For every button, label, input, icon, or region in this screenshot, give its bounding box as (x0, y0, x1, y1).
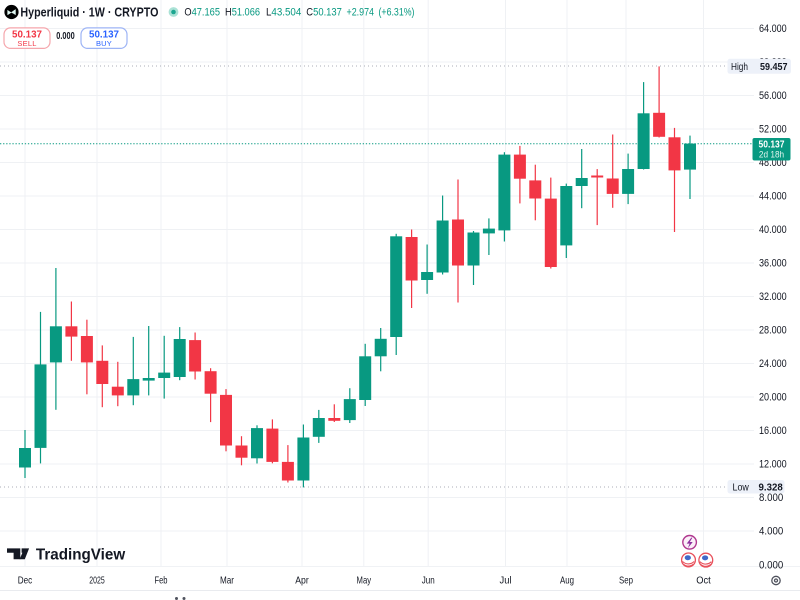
svg-text:59.457: 59.457 (760, 61, 788, 73)
svg-text:H51.066: H51.066 (225, 7, 260, 19)
svg-text:50.137: 50.137 (759, 139, 785, 151)
svg-text:52.000: 52.000 (759, 124, 787, 136)
svg-text:May: May (357, 574, 372, 586)
svg-text:Aug: Aug (560, 574, 574, 586)
svg-text:C50.137: C50.137 (306, 7, 342, 19)
svg-text:O47.165: O47.165 (184, 7, 220, 19)
svg-text:12.000: 12.000 (759, 459, 787, 471)
svg-text:Jul: Jul (500, 574, 512, 586)
svg-text:2d 18h: 2d 18h (759, 150, 784, 160)
svg-text:28.000: 28.000 (759, 325, 787, 337)
svg-text:20.000: 20.000 (759, 392, 787, 404)
svg-text:4.000: 4.000 (759, 526, 783, 538)
svg-text:L43.504: L43.504 (266, 7, 301, 19)
svg-text:2025: 2025 (89, 574, 105, 586)
svg-text:Jun: Jun (422, 574, 435, 586)
svg-text:24.000: 24.000 (759, 358, 787, 370)
svg-text:Sep: Sep (619, 574, 633, 586)
svg-text:44.000: 44.000 (759, 191, 787, 203)
svg-text:+2.974: +2.974 (347, 7, 375, 19)
svg-text:Hyperliquid · 1W · CRYPTO: Hyperliquid · 1W · CRYPTO (20, 4, 158, 19)
svg-text:8.000: 8.000 (759, 492, 783, 504)
svg-text:(+6.31%): (+6.31%) (379, 7, 415, 19)
svg-text:Low: Low (733, 483, 750, 494)
svg-text:Mar: Mar (220, 574, 234, 586)
svg-text:Oct: Oct (696, 574, 711, 586)
svg-text:Feb: Feb (155, 574, 168, 586)
svg-text:16.000: 16.000 (759, 425, 787, 437)
svg-text:TradingView: TradingView (36, 546, 126, 563)
svg-text:9.328: 9.328 (759, 482, 783, 494)
svg-text:Dec: Dec (18, 574, 33, 586)
svg-text:Apr: Apr (295, 574, 309, 586)
svg-text:36.000: 36.000 (759, 258, 787, 270)
svg-text:0.000: 0.000 (759, 560, 783, 572)
svg-text:BUY: BUY (96, 39, 112, 48)
svg-text:32.000: 32.000 (759, 291, 787, 303)
svg-text:50.137: 50.137 (89, 28, 119, 40)
svg-text:40.000: 40.000 (759, 224, 787, 236)
svg-text:0.000: 0.000 (56, 31, 75, 42)
svg-text:SELL: SELL (17, 39, 36, 48)
svg-text:64.000: 64.000 (759, 23, 787, 35)
svg-text:56.000: 56.000 (759, 90, 787, 102)
svg-text:High: High (731, 62, 748, 73)
svg-text:50.137: 50.137 (12, 28, 42, 40)
